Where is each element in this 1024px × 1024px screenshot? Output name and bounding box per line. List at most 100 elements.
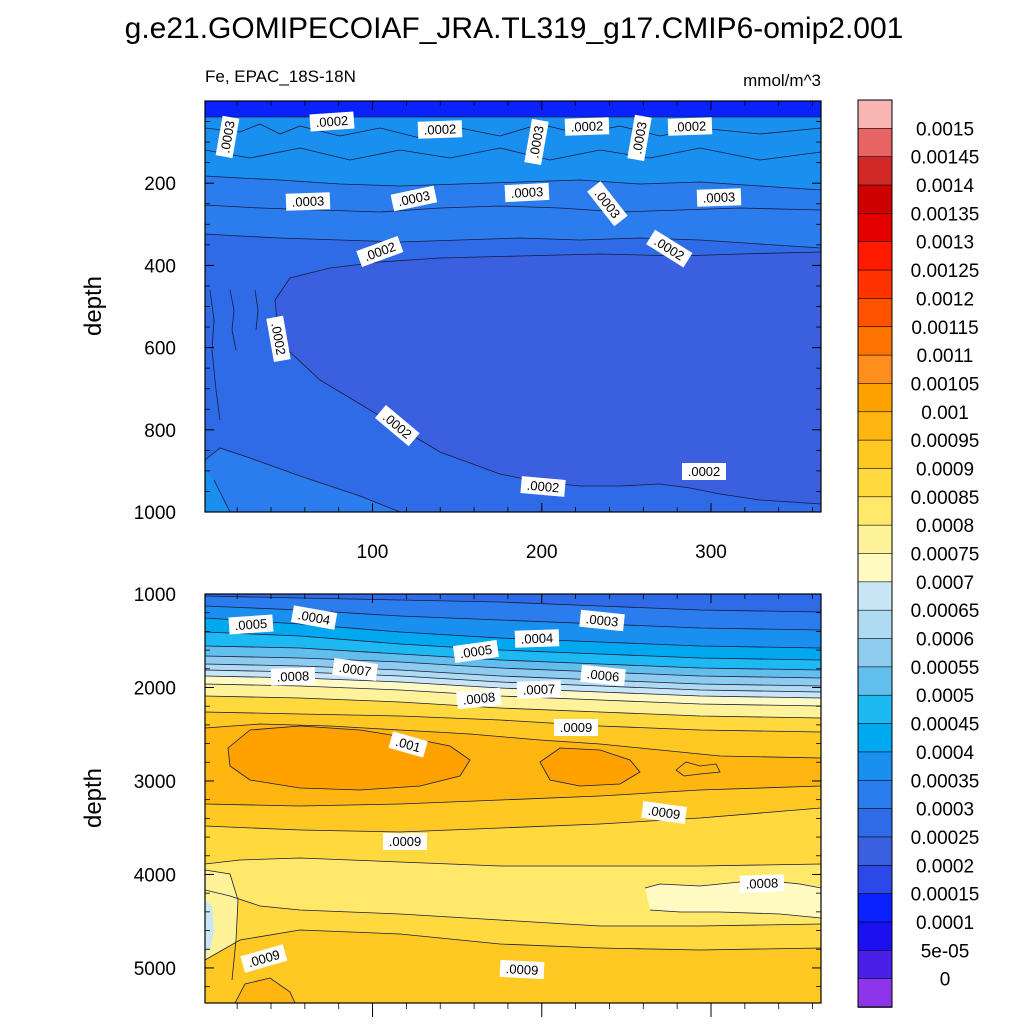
lower-band-0003 — [205, 594, 821, 612]
upper-ylabel: depth — [80, 276, 107, 336]
contour-label: .0002 — [423, 121, 456, 137]
colorbar-label: 0.0002 — [916, 856, 974, 877]
upper-xtick-label: 100 — [357, 542, 389, 563]
upper-surface-cap — [205, 101, 821, 117]
lower-band-00075 — [205, 676, 821, 706]
upper-xtick-label: 300 — [695, 542, 727, 563]
colorbar-frame — [857, 99, 893, 1008]
colorbar-swatch — [857, 638, 893, 668]
colorbar-swatch — [857, 553, 893, 583]
contour-label: .0003 — [291, 193, 324, 209]
contour-label: .0003 — [585, 611, 619, 629]
contour-label: .0009 — [389, 834, 422, 849]
contour-label: .0008 — [745, 875, 778, 891]
lower-ylabel: depth — [80, 768, 107, 828]
upper-ytick-label: 1000 — [134, 503, 176, 524]
colorbar-label: 0.0006 — [916, 630, 974, 651]
upper-ytick-label: 800 — [144, 421, 176, 442]
upper-far-left — [205, 470, 230, 512]
colorbar-swatch — [857, 978, 893, 1008]
upper-ytick-label: 200 — [144, 174, 176, 195]
colorbar-label: 0.0007 — [916, 573, 974, 594]
contour-label: .0009 — [560, 720, 593, 735]
units-label: mmol/m^3 — [743, 71, 821, 90]
contour-label: .0003 — [702, 189, 735, 205]
colorbar-swatch — [857, 666, 893, 697]
colorbar-label: 0.00125 — [911, 261, 980, 282]
colorbar-label: 0.00075 — [911, 545, 980, 566]
contour-label: .0003 — [629, 121, 649, 156]
colorbar-label: 0.00145 — [911, 148, 980, 169]
lower-max-001-east — [540, 748, 640, 786]
upper-xtick-label: 200 — [526, 542, 558, 563]
colorbar-swatch — [857, 354, 893, 385]
colorbar-swatch — [857, 694, 893, 725]
contour-label: .0003 — [526, 125, 546, 160]
colorbar-label: 0.0012 — [916, 289, 974, 310]
lower-deep-west-spot — [205, 900, 214, 952]
contour-label: .0007 — [522, 681, 555, 697]
lower-panel: .0005 .0004 .0003 .0005 .0004 .0008 .000… — [205, 594, 821, 1003]
colorbar-swatch — [857, 581, 893, 611]
upper-ytick-label: 400 — [144, 256, 176, 277]
contour-label: .0004 — [520, 630, 553, 646]
colorbar-label: 0 — [940, 970, 951, 991]
colorbar-swatch — [857, 723, 893, 753]
colorbar-label: 0.0013 — [916, 233, 974, 254]
colorbar-label: 0.00035 — [911, 771, 980, 792]
upper-deep-left — [205, 448, 400, 512]
colorbar: 0.0015 0.00145 0.0014 0.00135 0.0013 0.00125 0… — [857, 99, 980, 1008]
contour-label: .0002 — [315, 113, 349, 130]
colorbar-label: 0.0009 — [916, 459, 974, 480]
upper-minimum-region — [275, 252, 821, 504]
lower-band-00035 — [205, 596, 821, 630]
colorbar-swatch — [857, 808, 893, 838]
colorbar-label: 0.00015 — [911, 885, 980, 906]
lower-contour-lines — [205, 595, 821, 1003]
colorbar-label: 0.0011 — [917, 346, 974, 367]
colorbar-label: 5e-05 — [921, 941, 970, 962]
colorbar-swatch — [857, 213, 893, 243]
lower-band-0008 — [205, 684, 821, 718]
axes: 200 400 600 800 1000 100 200 300 1000 2000 3000 400… — [134, 101, 821, 1017]
contour-label: .0007 — [338, 660, 372, 679]
colorbar-swatch — [857, 439, 893, 470]
contour-label: .0002 — [688, 464, 721, 479]
contour-label: .0004 — [297, 607, 332, 627]
contour-label: .0008 — [276, 668, 309, 684]
colorbar-swatch — [857, 383, 893, 413]
colorbar-label: 0.00095 — [911, 431, 980, 452]
upper-contour-labels: .0003 .0002 .0002 .0003 .0002 .0003 .000… — [215, 111, 742, 497]
colorbar-label: 0.0004 — [916, 743, 975, 764]
colorbar-swatch — [857, 836, 893, 867]
lower-bottom-00095 — [235, 978, 295, 1003]
contour-label: .0003 — [217, 120, 237, 155]
lower-band-00045 — [205, 618, 821, 660]
colorbar-swatch — [857, 128, 893, 158]
colorbar-label: 0.0005 — [916, 686, 974, 707]
contour-label: .0008 — [462, 689, 496, 707]
contour-label: .0002 — [526, 478, 560, 496]
colorbar-swatch — [857, 156, 893, 186]
contour-label: .0005 — [459, 642, 493, 661]
contour-label: .001 — [394, 734, 422, 755]
colorbar-swatch — [857, 184, 893, 215]
contour-label: .0003 — [396, 188, 431, 209]
lower-ytick-label: 3000 — [134, 772, 176, 793]
chart-title: g.e21.GOMIPECOIAF_JRA.TL319_g17.CMIP6-om… — [125, 12, 904, 45]
colorbar-label: 0.00055 — [911, 658, 980, 679]
contour-label: .0002 — [570, 118, 603, 134]
lower-band-0004 — [205, 606, 821, 648]
colorbar-label: 0.0003 — [916, 800, 974, 821]
colorbar-label: 0.00105 — [911, 374, 980, 395]
colorbar-swatch — [857, 241, 893, 271]
upper-ytick-label: 600 — [144, 339, 176, 360]
colorbar-swatch — [857, 269, 893, 300]
colorbar-swatch — [857, 609, 893, 640]
colorbar-label: 0.001 — [921, 403, 969, 424]
colorbar-label: 0.0001 — [916, 913, 974, 934]
colorbar-label: 0.00135 — [911, 204, 980, 225]
colorbar-swatch — [857, 411, 893, 441]
colorbar-label: 0.0015 — [916, 119, 974, 140]
colorbar-swatch — [857, 921, 893, 952]
